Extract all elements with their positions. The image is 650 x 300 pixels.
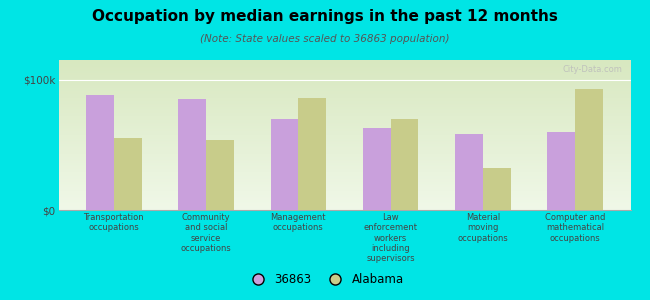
Text: (Note: State values scaled to 36863 population): (Note: State values scaled to 36863 popu… [200, 34, 450, 44]
Text: Occupation by median earnings in the past 12 months: Occupation by median earnings in the pas… [92, 9, 558, 24]
Bar [179, 99, 206, 210]
Bar [483, 168, 510, 210]
Bar [575, 89, 603, 210]
Bar [270, 119, 298, 210]
Bar [391, 119, 419, 210]
Legend: 36863, Alabama: 36863, Alabama [241, 269, 409, 291]
Bar [86, 95, 114, 210]
Bar [206, 140, 234, 210]
Bar [114, 138, 142, 210]
Bar [298, 98, 326, 210]
Bar [455, 134, 483, 210]
Bar [363, 128, 391, 210]
Bar [547, 132, 575, 210]
Text: City-Data.com: City-Data.com [562, 64, 622, 74]
